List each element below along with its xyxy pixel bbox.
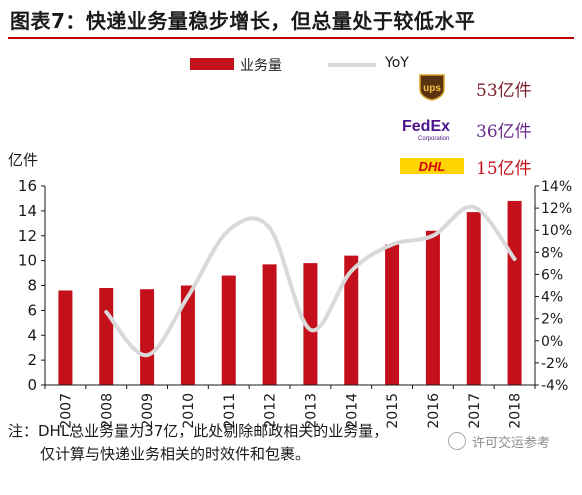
x-tick-label-2011: 2011: [222, 393, 238, 429]
bar-2008: [99, 287, 114, 385]
y-right-tick-label: 4%: [541, 290, 563, 306]
y-right-tick-label: 8%: [541, 245, 563, 261]
x-tick-label-2007: 2007: [58, 393, 74, 429]
bar-2010: [180, 285, 195, 385]
bar-2014: [344, 255, 359, 385]
y-left-tick-label: 12: [18, 227, 37, 245]
x-tick-label-2009: 2009: [140, 393, 156, 429]
legend-line-label: YoY: [385, 55, 409, 71]
bar-2009: [140, 289, 155, 385]
fedex-logo-subtext: Corporation: [418, 136, 449, 142]
fedex-volume: 36亿件: [476, 122, 532, 142]
x-tick-label-2013: 2013: [303, 393, 319, 429]
yoy-line: [104, 204, 517, 358]
fedex-logo-icon: FedEx Corporation: [402, 118, 450, 142]
ups-volume: 53亿件: [476, 81, 532, 101]
y-right-tick-label: 10%: [541, 223, 572, 239]
x-tick-label-2015: 2015: [385, 393, 401, 429]
legend-bar-label: 业务量: [240, 58, 282, 74]
y-right-tick-label: 0%: [541, 334, 563, 350]
bar-2017: [466, 212, 481, 385]
y-left-tick-label: 0: [27, 376, 37, 394]
bar-2007: [58, 290, 73, 385]
y-right-tick-label: -2%: [541, 356, 568, 372]
y-left-tick-label: 16: [18, 177, 37, 195]
y-left-tick-label: 8: [27, 277, 37, 295]
y-right-tick-label: 12%: [541, 201, 572, 217]
chart-title: 图表7：快递业务量稳步增长，但总量处于较低水平: [10, 9, 476, 33]
y-left-tick-label: 4: [27, 326, 37, 344]
y-right-tick-label: 6%: [541, 267, 563, 283]
wechat-icon: [448, 432, 466, 450]
carrier-ups: ups 53亿件: [400, 73, 575, 101]
bar-2018: [507, 200, 522, 385]
y-left-tick-label: 14: [18, 202, 37, 220]
x-tick-label-2018: 2018: [508, 393, 524, 429]
x-tick-label-2017: 2017: [467, 393, 483, 429]
x-tick-label-2010: 2010: [181, 393, 197, 429]
note-line-1: 注：DHL总业务量为37亿，此处剔除邮政相关的业务量，: [8, 422, 389, 440]
bar-2012: [262, 264, 277, 385]
y-left-tick-label: 10: [18, 252, 37, 270]
y-axis-unit: 亿件: [8, 151, 39, 169]
bar-2013: [303, 263, 318, 385]
carrier-dhl: DHL 15亿件: [400, 151, 575, 179]
dhl-logo-text: DHL: [419, 159, 446, 174]
carrier-fedex: FedEx Corporation 36亿件: [400, 114, 575, 142]
x-tick-label-2016: 2016: [426, 393, 442, 429]
title-underline: [8, 37, 574, 39]
legend-line-swatch: [328, 63, 376, 67]
x-tick-label-2008: 2008: [99, 393, 115, 429]
y-right-tick-label: 2%: [541, 312, 563, 328]
x-tick-label-2012: 2012: [263, 393, 279, 429]
y-left-tick-label: 2: [27, 351, 37, 369]
bar-2011: [221, 275, 236, 385]
ups-shield-logo-icon: ups: [419, 74, 445, 101]
ups-logo-text: ups: [423, 83, 441, 94]
dhl-volume: 15亿件: [476, 159, 532, 179]
dhl-logo-icon: DHL: [400, 158, 464, 174]
bar-2016: [425, 230, 440, 385]
legend-bar-swatch: [190, 58, 234, 70]
note-line-2: 仅计算与快递业务相关的时效件和包裹。: [40, 445, 311, 463]
y-right-tick-label: 14%: [541, 179, 572, 195]
fedex-logo-text: FedEx: [402, 118, 450, 135]
chart-plot: 0 2 4 6 8 10 12 14 16 -4% -2% 0% 2% 4% 6% 8% 10% 12% 14% 20…: [18, 177, 572, 429]
y-left-tick-label: 6: [27, 301, 37, 319]
x-tick-label-2014: 2014: [344, 393, 360, 429]
watermark-text: 许可交运参考: [472, 436, 551, 451]
y-right-tick-label: -4%: [541, 378, 568, 394]
bar-2015: [385, 244, 400, 385]
